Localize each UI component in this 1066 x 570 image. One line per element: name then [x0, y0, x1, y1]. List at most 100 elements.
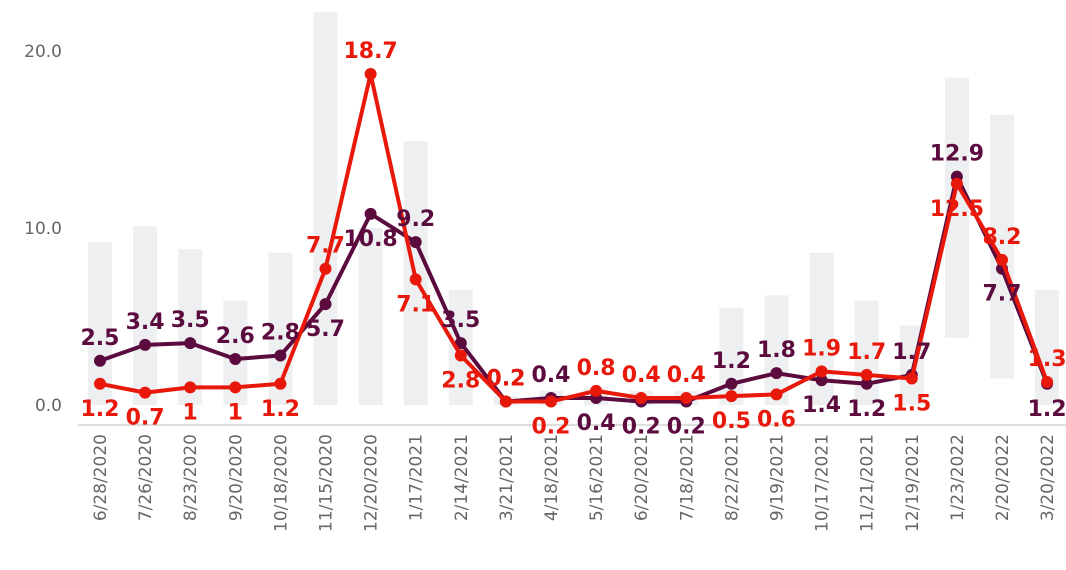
point [139, 338, 152, 351]
line [99, 72, 1049, 404]
y-tick-label: 10.0 [24, 219, 62, 239]
point [770, 367, 783, 380]
data-label: 1.2 [1028, 397, 1066, 422]
data-label: 3.5 [171, 308, 210, 333]
data-label: 0.2 [486, 366, 525, 391]
data-label: 1.8 [757, 338, 796, 363]
point [590, 384, 603, 397]
data-label: 1 [228, 400, 243, 425]
data-label: 12.9 [930, 142, 984, 167]
point [545, 395, 557, 408]
data-label: 0.7 [126, 406, 165, 431]
x-tick-label: 1/23/2022 [948, 434, 968, 521]
data-label: 5.7 [306, 317, 345, 342]
range-bar [358, 228, 383, 406]
data-label: 7.1 [396, 292, 435, 317]
point [860, 377, 873, 390]
data-label: 0.2 [486, 366, 525, 391]
data-label: 9.2 [396, 207, 435, 232]
x-tick-label: 11/15/2020 [317, 434, 337, 532]
point [364, 68, 377, 81]
data-label: 1.7 [892, 340, 931, 365]
y-tick-label: 0.0 [35, 396, 62, 416]
point [815, 365, 828, 378]
point [1041, 376, 1054, 389]
point [94, 354, 106, 367]
point [409, 273, 422, 286]
data-label: 0.2 [667, 414, 706, 439]
x-tick-label: 9/19/2021 [768, 434, 788, 521]
range-bar [178, 249, 203, 406]
point [454, 349, 467, 362]
data-label: 3.5 [441, 308, 480, 333]
point [635, 391, 648, 404]
point [139, 386, 152, 399]
x-tick-label: 12/20/2020 [362, 434, 382, 532]
x-tick-label: 3/20/2022 [1038, 434, 1058, 521]
data-label: 0.8 [577, 356, 616, 381]
x-tick-label: 3/21/2021 [497, 434, 517, 521]
data-label: 0.2 [622, 414, 661, 439]
point [409, 236, 422, 249]
x-tick-label: 8/23/2020 [181, 434, 201, 521]
data-label: 1.2 [261, 397, 300, 422]
range-bar [133, 226, 158, 406]
data-label: 7.7 [983, 282, 1022, 307]
data-label: 7.7 [306, 234, 345, 259]
data-label: 10.8 [343, 227, 397, 252]
point [770, 388, 783, 401]
data-label: 0.4 [577, 411, 616, 436]
x-tick-label: 8/22/2021 [722, 434, 742, 521]
data-label: 8.2 [983, 225, 1022, 250]
point [725, 390, 738, 403]
data-label: 0.4 [667, 363, 706, 388]
point [184, 381, 197, 394]
data-label: 18.7 [343, 39, 397, 64]
data-label: 1.2 [712, 349, 751, 374]
x-tick-label: 5/16/2021 [587, 434, 607, 521]
x-tick-label: 2/20/2022 [993, 434, 1013, 521]
point [94, 377, 106, 390]
x-tick-label: 6/28/2020 [91, 434, 111, 521]
data-label: 0.4 [532, 363, 571, 388]
point [274, 377, 287, 390]
point [274, 349, 287, 362]
x-tick-label: 11/21/2021 [858, 434, 878, 532]
x-tick-label: 6/20/2021 [632, 434, 652, 521]
point [680, 391, 693, 404]
point [815, 374, 828, 387]
x-tick-label: 12/19/2021 [903, 434, 923, 532]
range-bar [764, 295, 789, 406]
x-tick-label: 1/17/2021 [407, 434, 427, 521]
x-tick-label: 10/18/2020 [271, 434, 291, 532]
x-tick-label: 7/26/2020 [136, 434, 156, 521]
data-label: 0.6 [757, 407, 796, 432]
x-tick-label: 10/17/2021 [813, 434, 833, 532]
point [996, 253, 1008, 266]
point [860, 368, 873, 381]
data-label: 1.3 [1028, 347, 1066, 372]
data-label: 1.9 [802, 336, 841, 361]
point [950, 177, 963, 190]
data-label: 2.5 [81, 326, 120, 351]
point [319, 262, 332, 275]
range-bar [313, 12, 338, 406]
point [319, 298, 332, 311]
point [184, 337, 197, 350]
x-tick-label: 2/14/2021 [452, 434, 472, 521]
point [905, 372, 918, 385]
data-label: 1.5 [892, 391, 931, 416]
point [229, 353, 242, 366]
data-label: 1.4 [802, 393, 841, 418]
point [229, 381, 242, 394]
data-label: 3.4 [126, 310, 165, 335]
data-label: 0.2 [532, 414, 571, 439]
x-tick-label: 9/20/2020 [226, 434, 246, 521]
data-label: 1 [183, 400, 198, 425]
data-label: 1.2 [81, 397, 120, 422]
data-label: 1.7 [847, 340, 886, 365]
y-tick-label: 20.0 [24, 42, 62, 62]
data-label: 2.8 [261, 320, 300, 345]
data-label: 0.5 [712, 409, 751, 434]
